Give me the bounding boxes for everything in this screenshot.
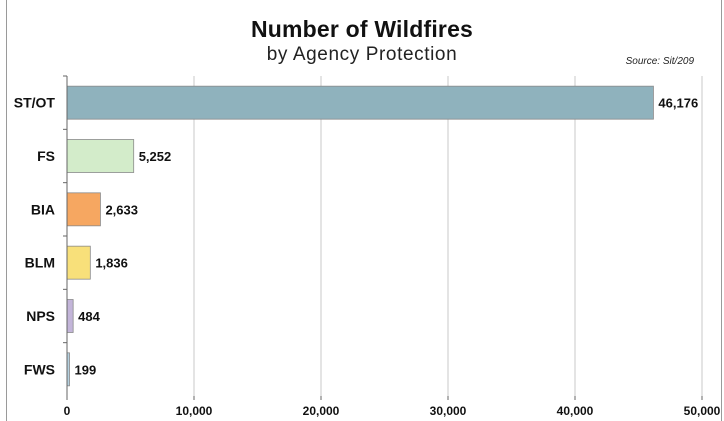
x-tick-label: 10,000 [176, 404, 213, 418]
x-tick-label: 20,000 [303, 404, 340, 418]
x-tick-label: 50,000 [684, 404, 721, 418]
bar [66, 299, 74, 333]
data-label: 46,176 [658, 96, 698, 111]
chart-subtitle: by Agency Protection [266, 44, 458, 65]
category-label: FWS [24, 361, 55, 377]
axes [63, 75, 703, 400]
data-label: 1,836 [95, 256, 128, 271]
data-label: 199 [75, 362, 97, 377]
chart-source: Source: Sit/209 [625, 56, 694, 67]
labels: 0 10,000 20,000 30,000 40,000 50,000 ST/OT 46,1… [14, 95, 721, 418]
bar [66, 85, 654, 120]
category-label: FS [37, 148, 55, 164]
gridlines [193, 76, 703, 396]
bar [66, 192, 101, 227]
category-label: BLM [25, 255, 55, 271]
category-label: NPS [26, 308, 55, 324]
bar [66, 245, 91, 280]
data-label: 484 [78, 309, 100, 324]
x-tick-label: 30,000 [430, 404, 467, 418]
data-label: 5,252 [139, 149, 172, 164]
bar [66, 139, 135, 173]
chart-frame [6, 0, 722, 421]
category-label: BIA [31, 201, 55, 217]
chart-title: Number of Wildfires [250, 16, 474, 42]
category-label: ST/OT [14, 95, 56, 111]
bars [66, 85, 654, 387]
x-tick-label: 40,000 [557, 404, 594, 418]
data-label: 2,633 [105, 202, 138, 217]
x-tick-label: 0 [64, 404, 71, 418]
